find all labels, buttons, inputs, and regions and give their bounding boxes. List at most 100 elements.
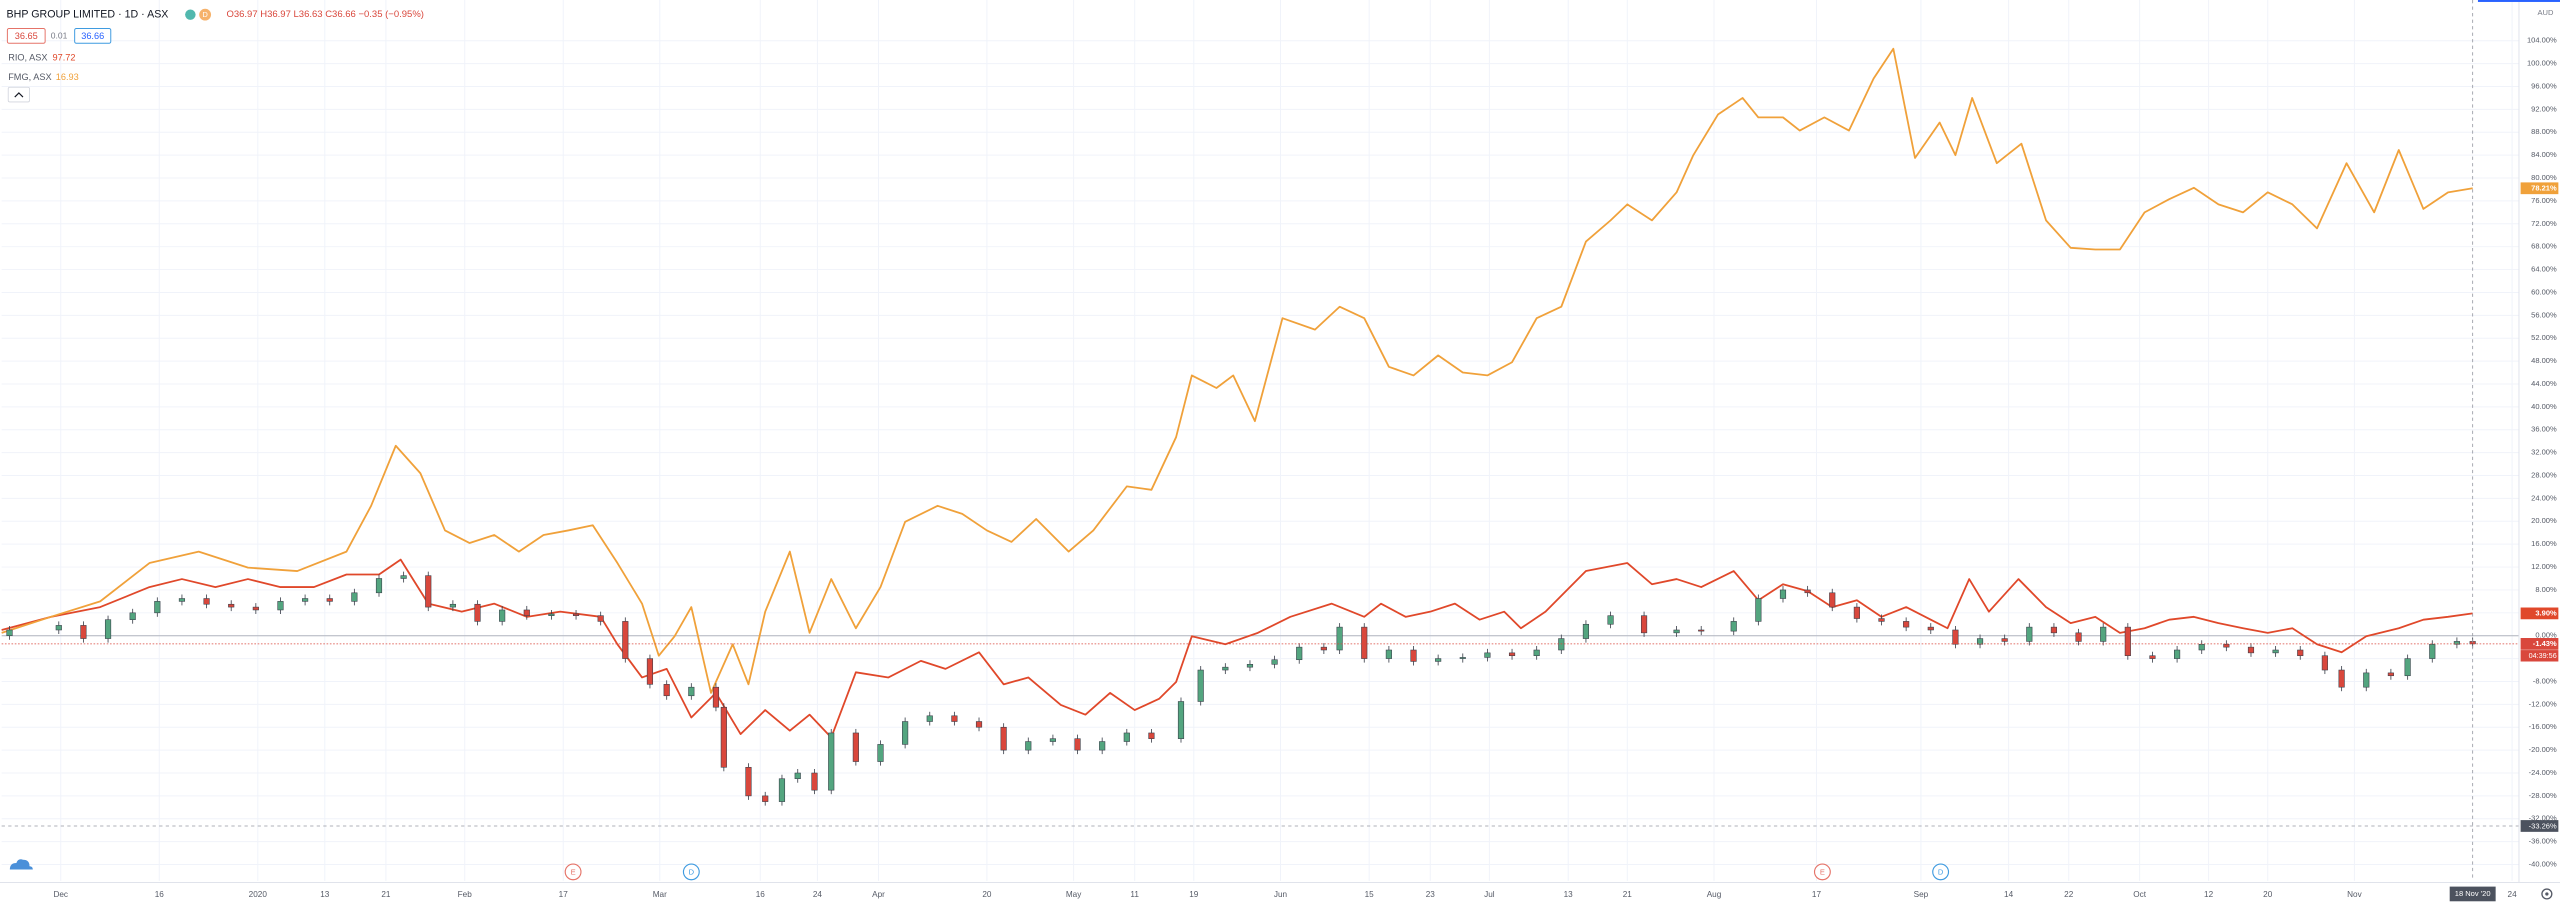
y-tick-label: 8.00% bbox=[2535, 585, 2557, 594]
y-tick-label: 60.00% bbox=[2531, 287, 2557, 296]
y-tick-label: -12.00% bbox=[2529, 699, 2557, 708]
y-tick-label: 52.00% bbox=[2531, 333, 2557, 342]
y-tick-label: 32.00% bbox=[2531, 448, 2557, 457]
candle-body bbox=[1804, 589, 1811, 594]
candle-body bbox=[1148, 732, 1155, 739]
y-tick-label: -36.00% bbox=[2529, 837, 2557, 846]
x-tick-label: 14 bbox=[2004, 890, 2014, 899]
ask-box[interactable] bbox=[74, 28, 112, 44]
y-tick-label: -24.00% bbox=[2529, 768, 2557, 777]
axes: -40.00% -36.00% -32.00% -28.00% -24.00% -20.0… bbox=[53, 36, 2559, 902]
x-tick-label: Nov bbox=[2347, 890, 2362, 899]
candle-body bbox=[1484, 652, 1491, 658]
cloud-icon[interactable] bbox=[9, 859, 33, 870]
countdown-tag bbox=[2520, 650, 2559, 662]
candle-body bbox=[302, 598, 309, 602]
x-tick-label: Jul bbox=[1484, 890, 1495, 899]
candle-body bbox=[375, 578, 383, 594]
interval-badge-text: D bbox=[202, 10, 208, 19]
collapse-button[interactable] bbox=[7, 86, 30, 103]
y-tick-label: 20.00% bbox=[2531, 516, 2557, 525]
x-tick-label: 21 bbox=[381, 890, 391, 899]
candle-body bbox=[1099, 741, 1106, 751]
candle-body bbox=[203, 598, 210, 605]
x-tick-label: 24 bbox=[813, 890, 823, 899]
candle-body bbox=[178, 598, 186, 602]
y-tick-label: 100.00% bbox=[2527, 59, 2557, 68]
settings-icon[interactable] bbox=[2541, 888, 2553, 900]
chart-title: BHP GROUP LIMITED · 1D · ASX bbox=[7, 9, 169, 21]
candle-body bbox=[2075, 632, 2082, 642]
collapse-icon bbox=[14, 92, 24, 98]
price-axis-bg bbox=[2518, 0, 2560, 907]
countdown-label: 04:39:56 bbox=[2529, 651, 2557, 660]
x-tick-label: 13 bbox=[320, 890, 330, 899]
candle-body bbox=[1829, 592, 1836, 608]
candle-body bbox=[1435, 658, 1442, 662]
candle-body bbox=[1927, 626, 1934, 631]
candle-body bbox=[2198, 643, 2205, 651]
event-marker bbox=[564, 863, 582, 881]
candle-body bbox=[129, 612, 136, 620]
y-tick-label: 68.00% bbox=[2531, 242, 2557, 251]
candle-body bbox=[745, 766, 752, 797]
x-tick-label: May bbox=[1066, 890, 1082, 899]
candle-body bbox=[2247, 646, 2255, 654]
last-value-tag bbox=[2520, 182, 2559, 195]
plot bbox=[1, 0, 2519, 881]
y-tick-label: 84.00% bbox=[2531, 150, 2557, 159]
candle-body bbox=[499, 609, 506, 622]
crosshair-y-tag bbox=[2520, 820, 2559, 832]
candle-body bbox=[1730, 621, 1737, 632]
candle-body bbox=[794, 772, 801, 780]
ohlc-text: O36.97 H36.97 L36.63 C36.66 −0.35 (−0.95… bbox=[226, 9, 423, 20]
x-tick-label: 13 bbox=[1564, 890, 1574, 899]
candle-body bbox=[2387, 672, 2394, 677]
candle-body bbox=[449, 603, 456, 608]
y-tick-label: 88.00% bbox=[2531, 127, 2557, 136]
candle-body bbox=[646, 658, 654, 685]
candle-body bbox=[104, 619, 112, 639]
x-tick-label: 16 bbox=[155, 890, 165, 899]
candle-body bbox=[1197, 669, 1204, 702]
candle-body bbox=[425, 575, 432, 608]
x-tick-label: Oct bbox=[2133, 890, 2146, 899]
bid-box[interactable] bbox=[6, 28, 46, 44]
legend-name: FMG, ASX bbox=[8, 72, 51, 82]
status-dot bbox=[185, 9, 196, 20]
settings-icon-center bbox=[2545, 892, 2549, 896]
candle-body bbox=[523, 609, 530, 616]
candle-body bbox=[975, 721, 983, 728]
candle-body bbox=[811, 772, 818, 791]
candle-body bbox=[951, 715, 958, 722]
candle-body bbox=[1296, 646, 1303, 661]
candle-body bbox=[1361, 626, 1368, 659]
last-value-label: 78.21% bbox=[2531, 184, 2557, 193]
candle-body bbox=[2026, 626, 2033, 642]
event-marker bbox=[682, 863, 700, 881]
candle-body bbox=[622, 621, 629, 659]
y-tick-label: 104.00% bbox=[2527, 36, 2557, 45]
candle-body bbox=[852, 732, 859, 762]
x-tick-label: 24 bbox=[2508, 890, 2518, 899]
candle-body bbox=[926, 715, 933, 722]
candle-body bbox=[1385, 649, 1392, 659]
last-value-tag bbox=[2520, 607, 2559, 620]
candle-body bbox=[55, 625, 62, 631]
x-tick-label: 19 bbox=[1189, 890, 1199, 899]
candle-body bbox=[1410, 649, 1417, 662]
x-tick-label: Feb bbox=[458, 890, 473, 899]
candle-body bbox=[2124, 626, 2131, 657]
event-label: D bbox=[1938, 867, 1944, 876]
x-tick-label: 11 bbox=[1130, 890, 1139, 899]
x-tick-label: 16 bbox=[756, 890, 766, 899]
candle-body bbox=[663, 684, 670, 697]
candle-body bbox=[548, 613, 555, 616]
candle-body bbox=[1755, 598, 1762, 622]
bid: 36.65 bbox=[15, 31, 38, 41]
currency: AUD bbox=[2538, 8, 2554, 17]
candle-body bbox=[1779, 589, 1787, 599]
candle-body bbox=[1246, 664, 1254, 668]
candle-body bbox=[1640, 615, 1648, 634]
